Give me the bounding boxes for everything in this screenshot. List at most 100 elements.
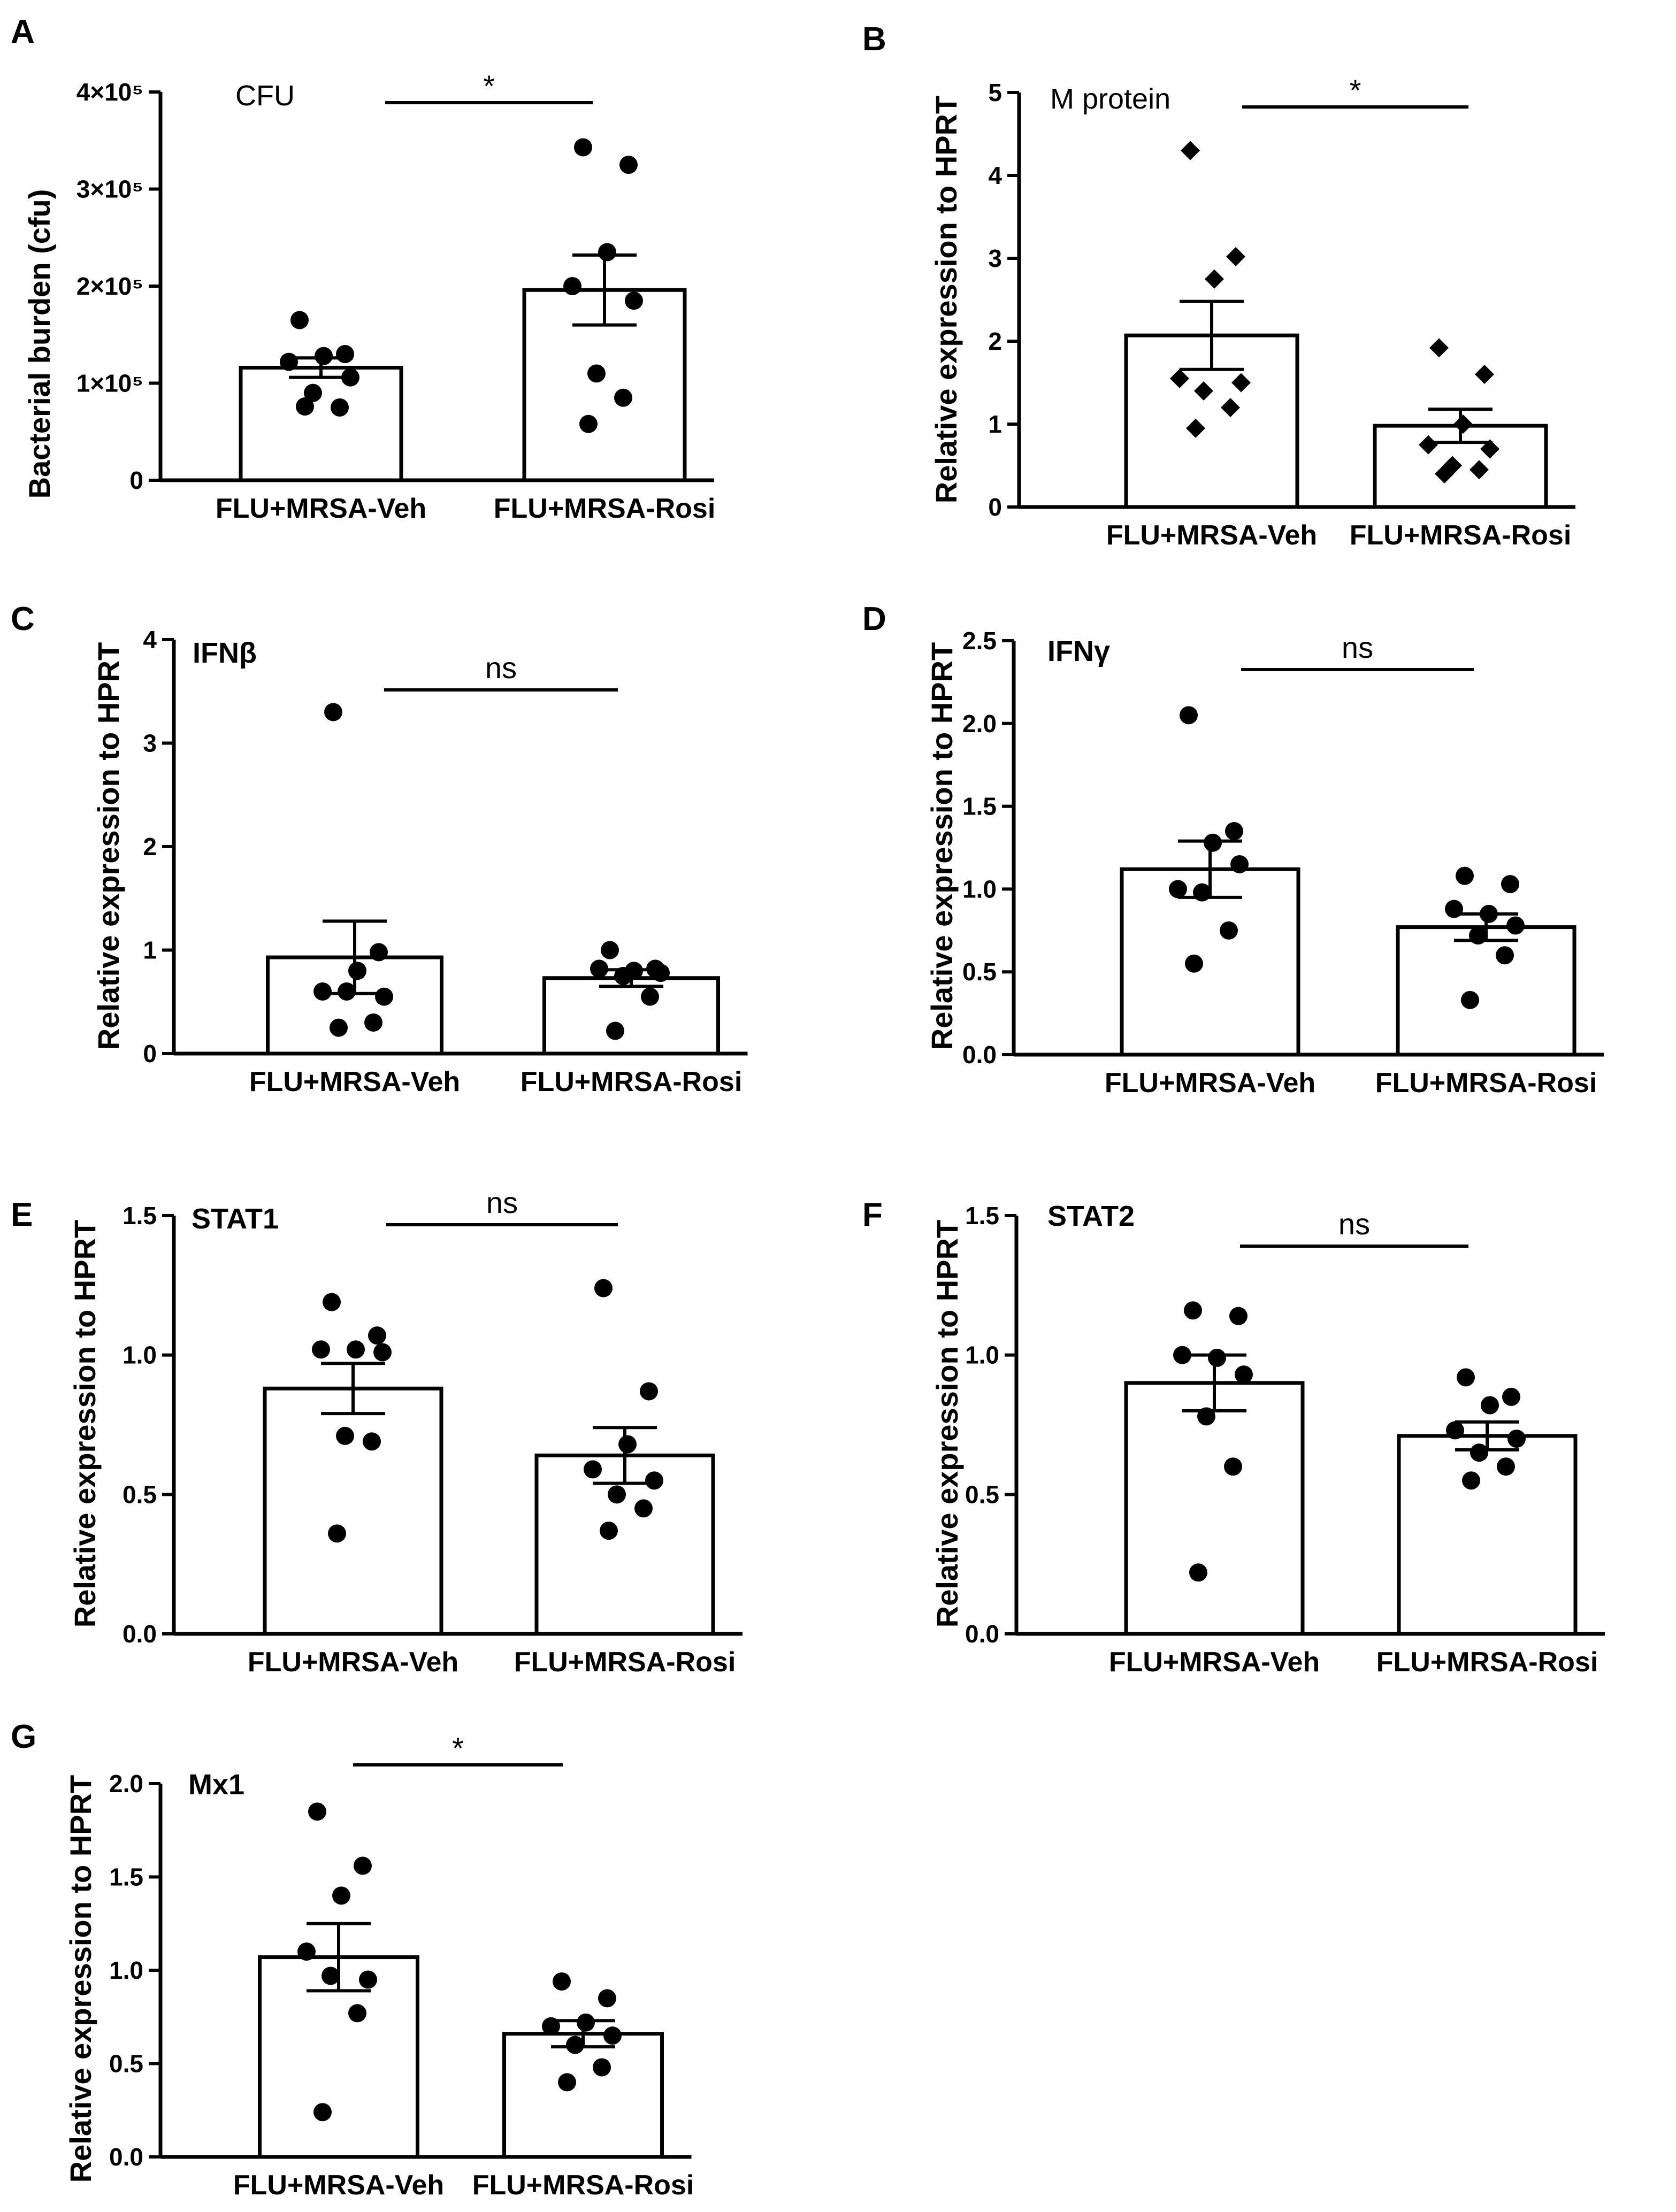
bar [502, 2032, 664, 2159]
y-tick-label: 3 [988, 244, 1002, 272]
data-point [1480, 439, 1499, 459]
data-point [1173, 1346, 1191, 1364]
x-category-label: FLU+MRSA-Rosi [1375, 1067, 1597, 1099]
y-tick-label: 2 [988, 327, 1002, 355]
bar [263, 1386, 443, 1636]
y-tick-label: 4×10⁵ [76, 78, 143, 106]
data-point [1480, 904, 1498, 923]
data-point [1231, 373, 1251, 393]
data-point [363, 1432, 381, 1451]
data-point [1507, 1430, 1526, 1448]
data-point [1502, 1387, 1520, 1406]
data-point [1496, 946, 1514, 965]
data-point [587, 364, 606, 383]
data-point [359, 1970, 377, 1989]
data-point [618, 1435, 637, 1454]
y-tick-label: 3 [143, 729, 157, 757]
data-point [375, 987, 393, 1006]
panel-g: G 0.0 0.5 1.0 1.5 2.0 Relative expression to H… [11, 1718, 694, 2201]
panel-letter: F [862, 1196, 883, 1233]
data-point [313, 2103, 332, 2122]
data-point [1506, 916, 1525, 935]
data-point [1181, 141, 1200, 160]
bar [239, 365, 403, 482]
y-tick-label: 4 [988, 162, 1002, 189]
data-point [614, 388, 632, 407]
data-point [1189, 1563, 1207, 1582]
data-point [330, 1018, 348, 1037]
data-point [1221, 398, 1240, 417]
panel-title: CFU [235, 80, 295, 112]
y-tick-label: 0.5 [962, 958, 997, 986]
panel-title: IFNβ [193, 637, 257, 669]
panel-title: IFNγ [1047, 635, 1110, 667]
data-point [328, 1524, 346, 1543]
x-category-label: FLU+MRSA-Veh [216, 493, 426, 524]
data-point [1230, 855, 1249, 873]
data-point [331, 398, 349, 417]
y-tick-label: 0 [988, 493, 1002, 521]
panel-e: E 0.0 0.5 1.0 1.5 Relative expression to HPRT… [11, 1186, 743, 1678]
bar [1396, 925, 1576, 1057]
data-point [280, 352, 298, 371]
data-point [640, 1382, 658, 1401]
data-point [598, 1989, 616, 2008]
y-tick-label: 1.5 [109, 1863, 143, 1891]
y-axis-label: Relative expression to HPRT [68, 1220, 102, 1627]
x-category-label: FLU+MRSA-Rosi [514, 1647, 736, 1678]
y-axis-label: Relative expression to HPRT [64, 1775, 97, 2183]
data-point [315, 347, 333, 365]
bar [1397, 1434, 1578, 1636]
x-category-label: FLU+MRSA-Veh [249, 1066, 460, 1097]
x-category-label: FLU+MRSA-Rosi [472, 2170, 694, 2201]
data-point [1457, 1368, 1475, 1387]
y-axis-label: Relative expression to HPRT [91, 642, 125, 1050]
panel-letter: B [862, 21, 886, 58]
data-point [1462, 1471, 1480, 1490]
x-category-label: FLU+MRSA-Rosi [1376, 1647, 1598, 1678]
x-category-label: FLU+MRSA-Veh [1105, 1067, 1315, 1099]
data-point [347, 1340, 365, 1359]
data-point [1169, 880, 1187, 898]
y-tick-label: 1.0 [962, 875, 997, 903]
y-tick-label: 2.5 [962, 627, 997, 655]
data-point [1501, 875, 1519, 894]
data-point [1461, 990, 1479, 1009]
data-point [1446, 1421, 1464, 1440]
panel-letter: C [11, 601, 35, 638]
data-point [542, 2017, 560, 2036]
data-point [1429, 338, 1449, 358]
data-point [619, 156, 638, 174]
x-category-label: FLU+MRSA-Veh [248, 1647, 458, 1678]
data-point [634, 1499, 653, 1518]
data-point [606, 1021, 624, 1040]
data-point [584, 1460, 602, 1479]
data-point [1453, 414, 1473, 434]
data-point [625, 291, 643, 310]
data-point [579, 414, 598, 433]
panel-b: B 0 1 2 3 4 5 Relative expression to HPRT M prot… [862, 21, 1575, 551]
data-point [336, 345, 354, 364]
y-tick-label: 1 [143, 936, 157, 964]
data-point [1435, 464, 1454, 483]
data-point [601, 941, 619, 959]
y-tick-label: 2.0 [109, 1770, 143, 1798]
significance-label: * [483, 69, 495, 103]
y-tick-label: 5 [988, 79, 1002, 106]
data-point [614, 966, 632, 985]
x-category-label: FLU+MRSA-Veh [233, 2170, 444, 2201]
panel-title: Mx1 [188, 1769, 244, 1801]
data-point [1220, 921, 1238, 940]
data-point [1170, 368, 1189, 388]
data-point [645, 1471, 663, 1490]
data-point [1226, 247, 1245, 266]
y-tick-label: 0 [129, 466, 143, 494]
data-point [608, 1485, 626, 1504]
data-point [304, 383, 322, 402]
data-point [652, 964, 670, 982]
y-tick-label: 2 [143, 833, 157, 861]
data-point [1456, 866, 1474, 885]
data-point [1204, 833, 1222, 852]
